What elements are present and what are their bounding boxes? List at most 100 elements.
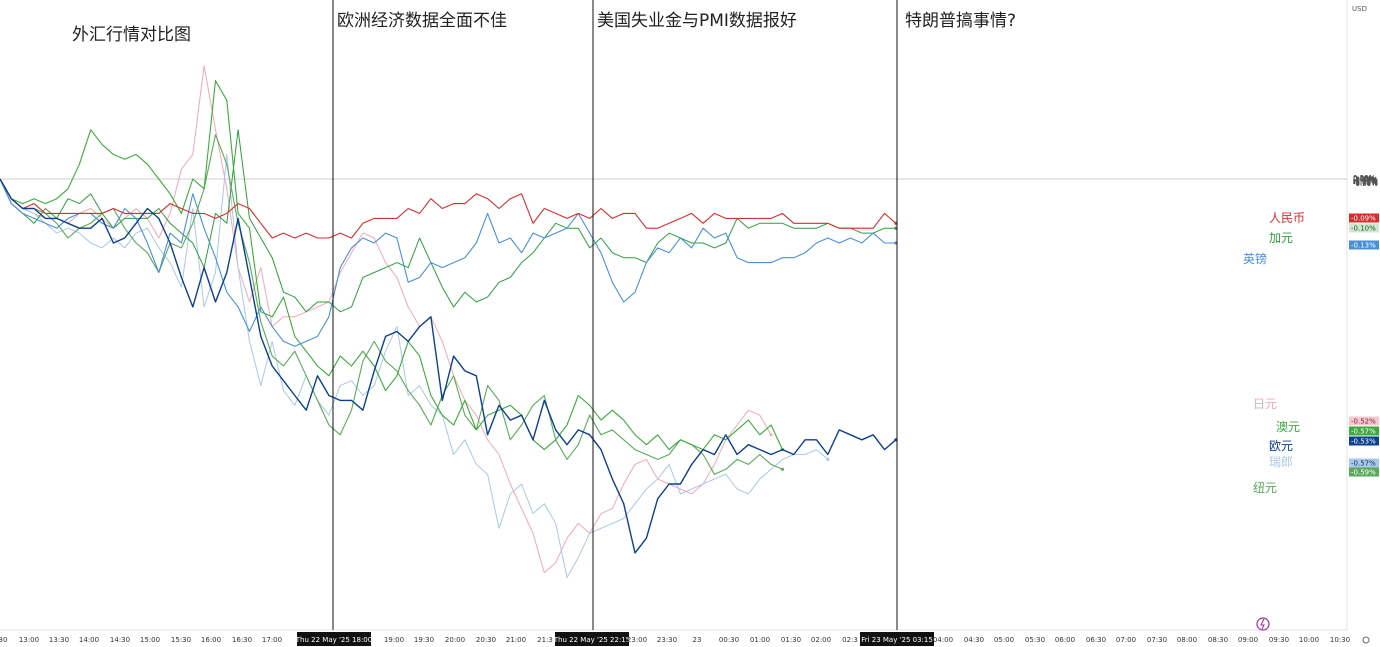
x-tick-label: 16:30 xyxy=(232,636,252,644)
y-tick-label: -0.10% xyxy=(1353,176,1378,184)
y-tick-label: -0.60% xyxy=(1353,178,1378,186)
y-tick-label: 0.15% xyxy=(1353,175,1376,183)
x-tick-label: 30 xyxy=(0,636,7,644)
y-tick-label: -0.55% xyxy=(1353,178,1378,186)
flash-icon[interactable] xyxy=(1256,617,1270,631)
y-tick-label: -0.25% xyxy=(1353,177,1378,185)
x-tick-label: 10:30 xyxy=(1330,636,1350,644)
y-tick-label: -0.30% xyxy=(1353,177,1378,185)
series-layer xyxy=(0,65,1347,578)
settings-icon[interactable] xyxy=(1362,636,1370,644)
y-tick-label: 0.10% xyxy=(1353,175,1376,183)
series-label: 加元 xyxy=(1269,231,1293,245)
series-line-加元 xyxy=(0,129,896,313)
series-label: 澳元 xyxy=(1276,420,1300,434)
y-tick-label: 0.00% xyxy=(1353,176,1376,184)
x-tick-label: 14:00 xyxy=(79,636,99,644)
last-value-badge xyxy=(1349,240,1379,250)
x-tick-highlight xyxy=(297,632,371,646)
annotation-us-data: 美国失业金与PMI数据报好 xyxy=(597,11,797,31)
series-label: 日元 xyxy=(1253,397,1277,411)
annotation-eu-data: 欧洲经济数据全面不佳 xyxy=(337,11,507,31)
y-tick-label: -0.35% xyxy=(1353,177,1378,185)
y-tick-label: -0.80% xyxy=(1353,179,1378,187)
annotation-trump: 特朗普搞事情? xyxy=(905,11,1016,31)
series-label: 瑞郎 xyxy=(1269,455,1293,469)
x-tick-label: 16:00 xyxy=(201,636,221,644)
series-line-澳元 xyxy=(0,80,783,451)
last-value-badge xyxy=(1349,458,1379,468)
x-tick-label: 00:30 xyxy=(719,636,739,644)
series-line-英镑 xyxy=(0,178,896,347)
y-tick-label: -0.40% xyxy=(1353,177,1378,185)
y-axis-ticks: 0.30%0.25%0.20%0.15%0.10%0.05%0.00%-0.05… xyxy=(1353,174,1378,188)
x-tick-label: 14:30 xyxy=(110,636,130,644)
x-tick-label: 15:00 xyxy=(140,636,160,644)
series-line-瑞郎 xyxy=(0,153,829,578)
y-tick-label: -0.15% xyxy=(1353,176,1378,184)
y-tick-label: 0.05% xyxy=(1353,175,1376,183)
y-tick-label: 0.20% xyxy=(1353,175,1376,183)
series-label: 英镑 xyxy=(1243,251,1267,266)
x-tick-label: 23:30 xyxy=(657,636,677,644)
last-value-badge-text: -0.10% xyxy=(1351,225,1376,233)
x-tick-label: Thu 22 May '25 18:00 xyxy=(295,636,372,644)
last-value-badge-text: -0.09% xyxy=(1351,215,1376,223)
series-end-point xyxy=(780,467,785,471)
x-tick-label: 02:00 xyxy=(811,636,831,644)
x-tick-label: 06:00 xyxy=(1055,636,1075,644)
last-value-badge-text: -0.52% xyxy=(1351,418,1376,426)
x-tick-highlight xyxy=(860,632,934,646)
y-tick-label: -0.20% xyxy=(1353,176,1378,184)
series-label: 纽元 xyxy=(1253,481,1277,495)
last-value-badge-text: -0.13% xyxy=(1351,242,1376,250)
x-tick-label: 01:30 xyxy=(781,636,801,644)
chart-title: 外汇行情对比图 xyxy=(72,25,191,45)
x-tick-label: 13:00 xyxy=(19,636,39,644)
x-tick-label: 05:30 xyxy=(1025,636,1045,644)
x-tick-highlight xyxy=(555,632,629,646)
x-tick-label: 08:30 xyxy=(1208,636,1228,644)
y-tick-label: -0.70% xyxy=(1353,179,1378,187)
last-value-badge xyxy=(1349,223,1379,233)
y-tick-label: -0.05% xyxy=(1353,176,1378,184)
x-tick-label: 08:00 xyxy=(1177,636,1197,644)
series-line-人民币 xyxy=(0,178,897,239)
x-tick-label: 20:00 xyxy=(445,636,465,644)
x-tick-label: 07:00 xyxy=(1116,636,1136,644)
x-tick-label: 04:30 xyxy=(964,636,984,644)
x-tick-label: 21:3 xyxy=(537,636,553,644)
x-tick-label: 05:00 xyxy=(994,636,1014,644)
series-label: 欧元 xyxy=(1269,439,1293,453)
x-tick-label: 10:00 xyxy=(1299,636,1319,644)
last-value-badge xyxy=(1349,426,1379,436)
y-axis-unit: USD xyxy=(1352,5,1367,13)
x-tick-label: 02:3 xyxy=(842,636,858,644)
y-tick-label: -0.65% xyxy=(1353,179,1378,187)
last-value-badge-text: -0.57% xyxy=(1351,460,1376,468)
x-tick-label: 13:30 xyxy=(49,636,69,644)
x-tick-label: 09:00 xyxy=(1238,636,1258,644)
x-tick-label: 04:00 xyxy=(933,636,953,644)
series-line-日元 xyxy=(0,65,772,574)
y-tick-label: -0.85% xyxy=(1353,180,1378,188)
x-tick-label: 19:30 xyxy=(414,636,434,644)
y-tick-label: 0.30% xyxy=(1353,174,1376,182)
series-line-纽元 xyxy=(0,134,783,475)
series-label: 人民币 xyxy=(1269,211,1305,225)
y-tick-label: -0.50% xyxy=(1353,178,1378,186)
y-tick-label: -0.45% xyxy=(1353,178,1378,186)
event-lines xyxy=(332,0,898,630)
last-value-badge xyxy=(1349,416,1379,426)
x-tick-label: 23 xyxy=(693,636,702,644)
x-axis-ticks: 30 13:00 13:30 14:00 14:30 15:00 15:30 16:00 16:… xyxy=(0,632,1350,646)
series-end-point xyxy=(769,433,773,437)
x-tick-label: 19:00 xyxy=(384,636,404,644)
series-end-point xyxy=(826,457,830,461)
x-tick-label: 09:30 xyxy=(1269,636,1289,644)
x-tick-label: 23:00 xyxy=(627,636,647,644)
last-value-badge xyxy=(1349,436,1379,446)
